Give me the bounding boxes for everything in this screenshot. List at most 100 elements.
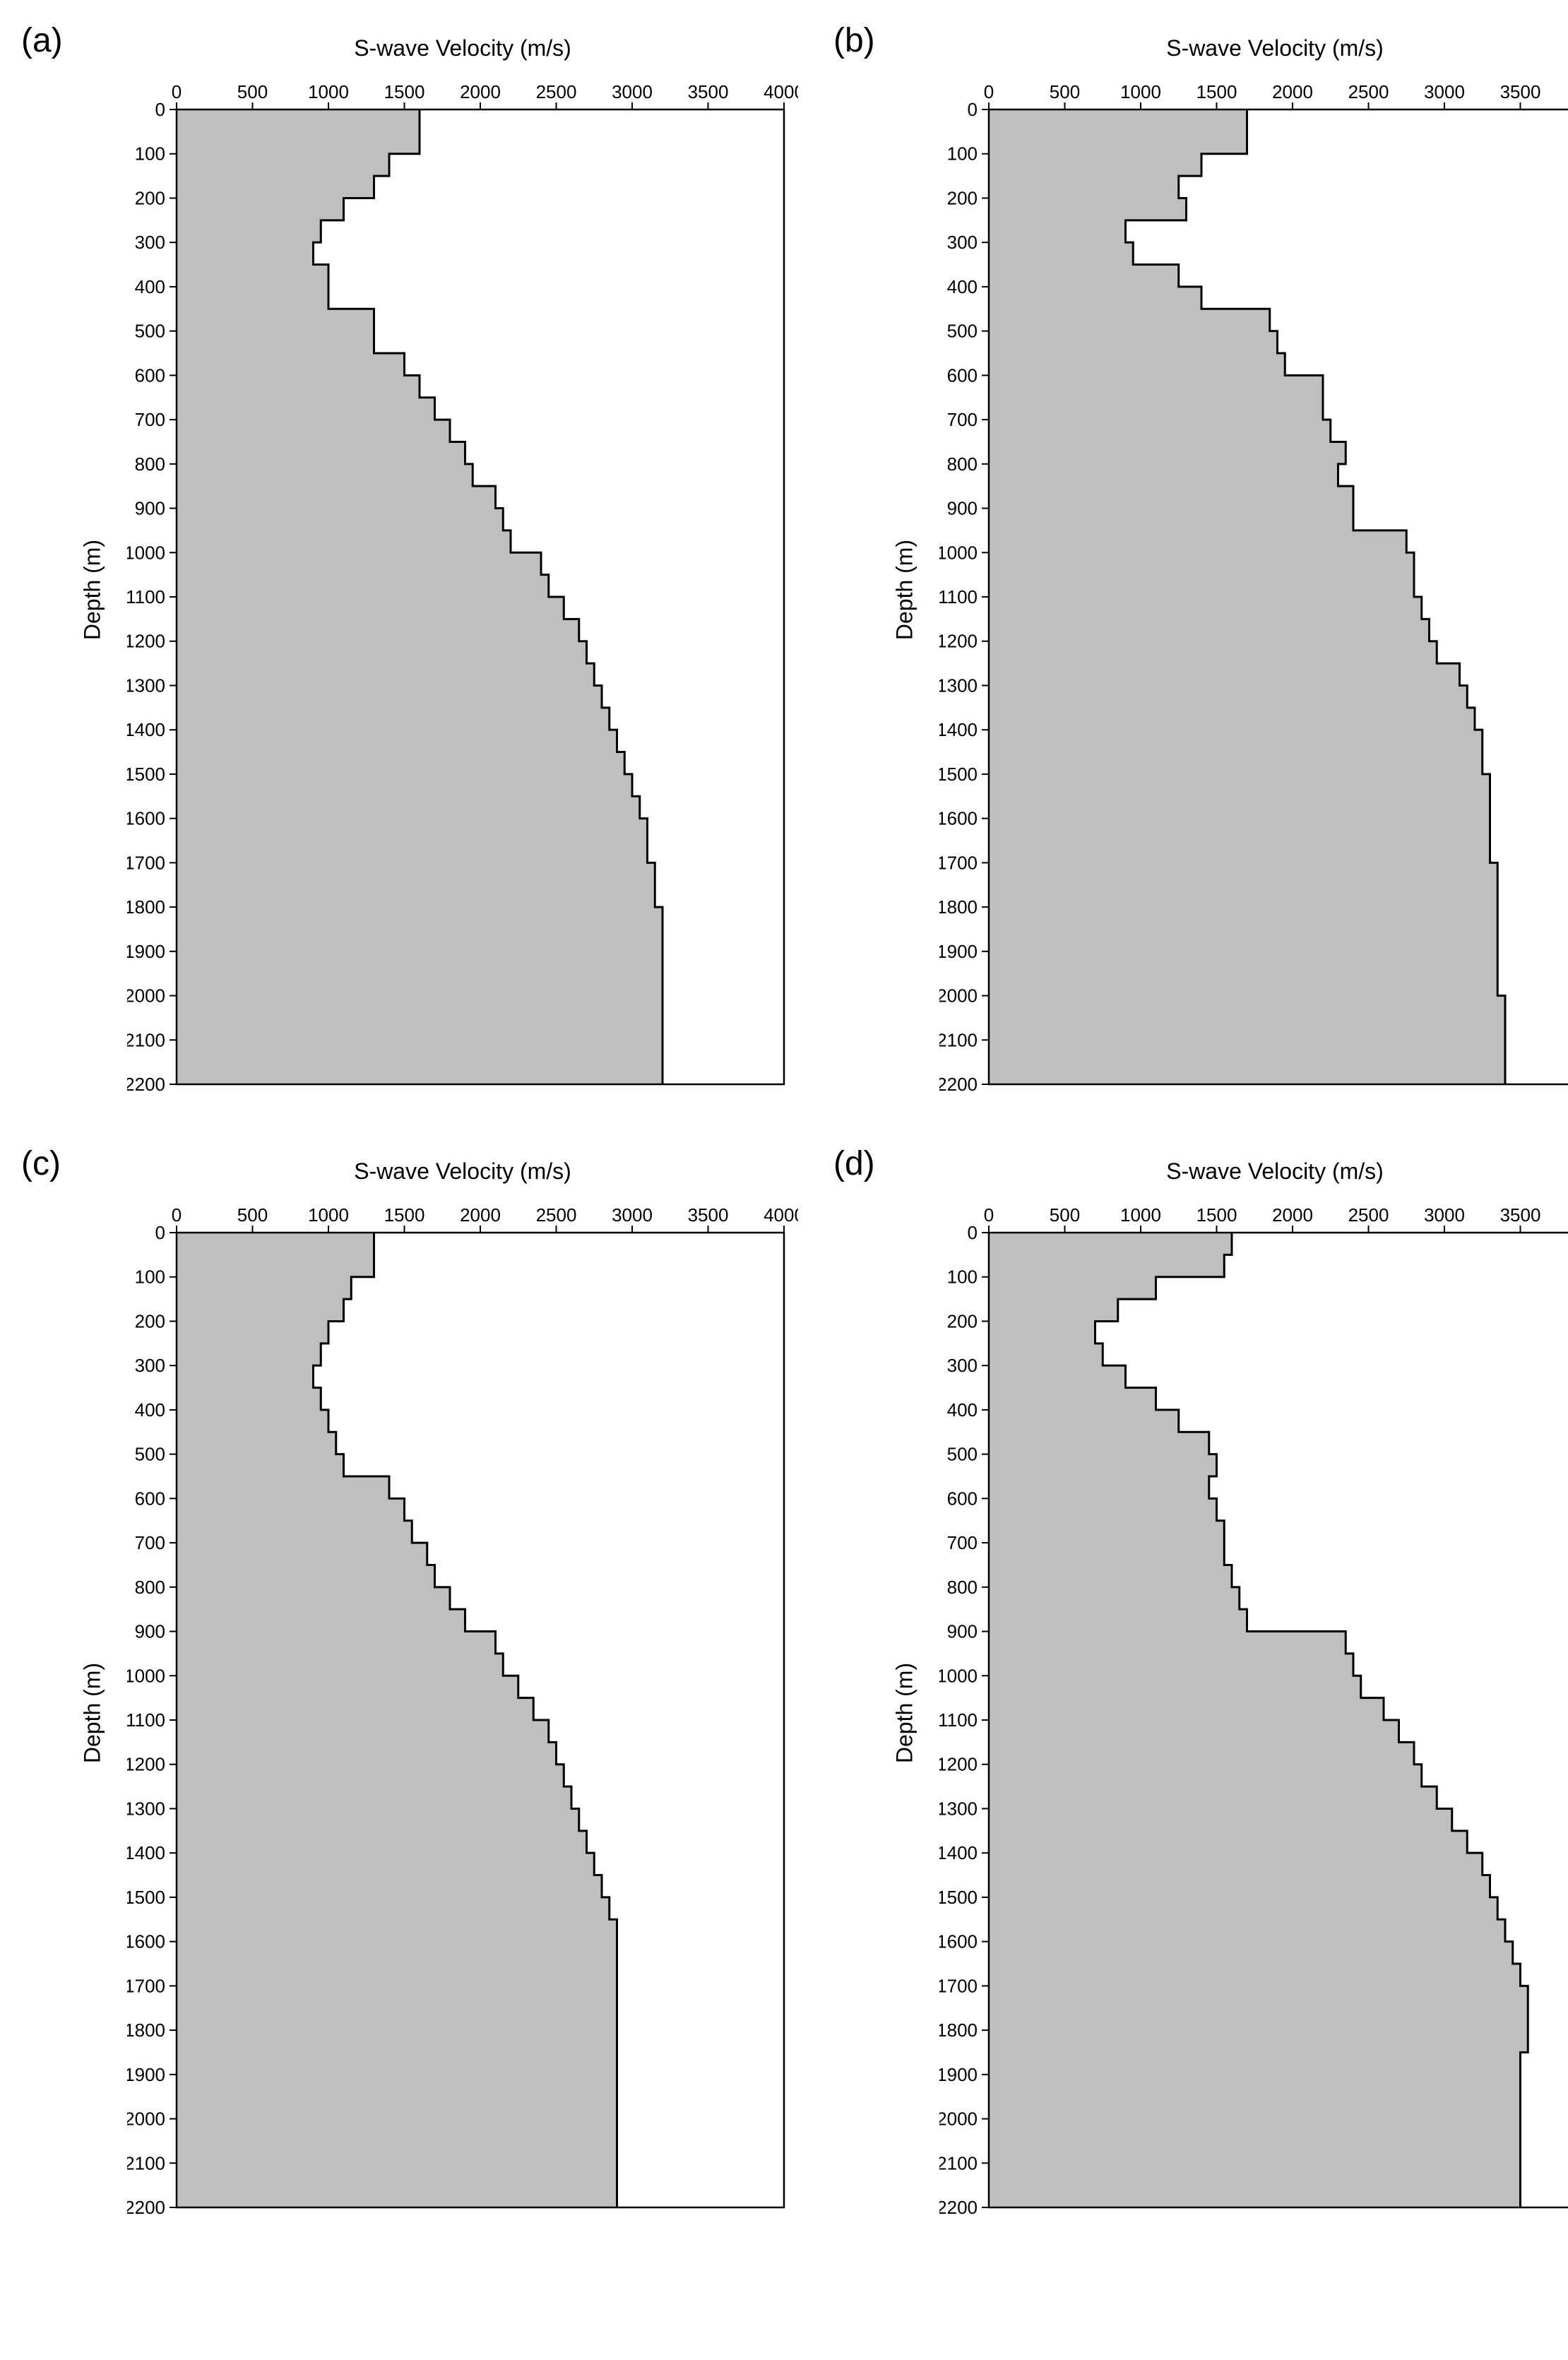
y-tick-label: 600 — [947, 1488, 978, 1509]
y-tick-label: 1100 — [127, 586, 165, 607]
panel-label: (b) — [833, 21, 875, 60]
x-tick-label: 2000 — [460, 85, 501, 102]
x-axis-title: S-wave Velocity (m/s) — [127, 1158, 798, 1185]
x-tick-label: 500 — [1050, 1208, 1080, 1226]
y-tick-label: 2100 — [127, 2152, 165, 2174]
y-tick-label: 1900 — [939, 2064, 978, 2085]
y-tick-label: 800 — [135, 1577, 165, 1598]
x-tick-label: 2000 — [1272, 1208, 1313, 1226]
y-tick-label: 1600 — [127, 1931, 165, 1952]
velocity-fill — [989, 1233, 1528, 2207]
y-axis-label: Depth (m) — [80, 1663, 106, 1763]
x-tick-label: 2500 — [1348, 85, 1389, 102]
y-tick-label: 1600 — [939, 1931, 978, 1952]
y-tick-label: 700 — [947, 1532, 978, 1553]
x-tick-label: 4000 — [764, 1208, 798, 1226]
x-tick-label: 1000 — [1120, 1208, 1161, 1226]
y-tick-label: 600 — [135, 364, 165, 386]
plot-area: S-wave Velocity (m/s)Depth (m)0500100015… — [939, 1208, 1568, 2218]
y-tick-label: 1300 — [939, 1798, 978, 1819]
x-tick-label: 1500 — [1196, 85, 1237, 102]
y-tick-label: 500 — [135, 321, 165, 342]
x-tick-label: 1500 — [384, 85, 425, 102]
y-tick-label: 300 — [135, 232, 165, 253]
y-tick-label: 1600 — [939, 808, 978, 829]
x-tick-label: 2500 — [536, 85, 577, 102]
y-tick-label: 2000 — [939, 2109, 978, 2130]
x-tick-label: 3500 — [1500, 1208, 1541, 1226]
y-tick-label: 700 — [135, 1532, 165, 1553]
y-tick-label: 1300 — [939, 675, 978, 696]
y-tick-label: 1300 — [127, 675, 165, 696]
x-axis-title: S-wave Velocity (m/s) — [939, 1158, 1568, 1185]
x-tick-label: 1000 — [308, 85, 349, 102]
y-tick-label: 0 — [155, 1222, 165, 1243]
y-tick-label: 500 — [135, 1444, 165, 1465]
y-tick-label: 1400 — [127, 719, 165, 740]
y-tick-label: 1900 — [127, 941, 165, 962]
x-tick-label: 3000 — [1424, 85, 1465, 102]
x-tick-label: 4000 — [764, 85, 798, 102]
y-tick-label: 1000 — [127, 542, 165, 563]
x-tick-label: 3500 — [688, 1208, 729, 1226]
y-tick-label: 900 — [135, 498, 165, 519]
y-tick-label: 1900 — [939, 941, 978, 962]
chart-svg: 0500100015002000250030003500400001002003… — [127, 85, 798, 1095]
y-tick-label: 1700 — [939, 1975, 978, 1996]
y-tick-label: 700 — [135, 409, 165, 430]
y-tick-label: 0 — [968, 1222, 978, 1243]
chart-svg: 0500100015002000250030003500400001002003… — [127, 1208, 798, 2218]
y-tick-label: 600 — [135, 1488, 165, 1509]
y-tick-label: 1400 — [939, 1842, 978, 1863]
y-axis-label: Depth (m) — [892, 1663, 918, 1763]
y-tick-label: 1200 — [939, 1754, 978, 1775]
x-tick-label: 1000 — [308, 1208, 349, 1226]
y-tick-label: 400 — [947, 276, 978, 297]
y-tick-label: 100 — [947, 143, 978, 165]
y-tick-label: 2100 — [939, 1029, 978, 1050]
y-tick-label: 1800 — [939, 2020, 978, 2041]
y-tick-label: 1900 — [127, 2064, 165, 2085]
y-tick-label: 1500 — [939, 764, 978, 785]
plot-area: S-wave Velocity (m/s)Depth (m)0500100015… — [127, 85, 798, 1095]
x-tick-label: 0 — [172, 85, 182, 102]
y-tick-label: 1000 — [939, 542, 978, 563]
y-tick-label: 800 — [947, 1577, 978, 1598]
y-tick-label: 1400 — [127, 1842, 165, 1863]
y-tick-label: 800 — [135, 453, 165, 475]
chart-svg: 0500100015002000250030003500400001002003… — [939, 1208, 1568, 2218]
panel-label: (a) — [21, 21, 63, 60]
plot-area: S-wave Velocity (m/s)Depth (m)0500100015… — [939, 85, 1568, 1095]
x-tick-label: 2500 — [1348, 1208, 1389, 1226]
x-axis-title: S-wave Velocity (m/s) — [939, 35, 1568, 61]
y-tick-label: 1100 — [939, 586, 978, 607]
y-tick-label: 700 — [947, 409, 978, 430]
x-tick-label: 2500 — [536, 1208, 577, 1226]
x-tick-label: 3500 — [688, 85, 729, 102]
y-tick-label: 100 — [135, 143, 165, 165]
panel-label: (c) — [21, 1144, 61, 1183]
x-tick-label: 3500 — [1500, 85, 1541, 102]
y-tick-label: 0 — [155, 99, 165, 120]
plot-area: S-wave Velocity (m/s)Depth (m)0500100015… — [127, 1208, 798, 2218]
y-tick-label: 1700 — [127, 852, 165, 873]
x-tick-label: 0 — [172, 1208, 182, 1226]
y-tick-label: 800 — [947, 453, 978, 475]
x-tick-label: 1500 — [384, 1208, 425, 1226]
y-tick-label: 300 — [947, 232, 978, 253]
y-tick-label: 2000 — [939, 985, 978, 1007]
x-tick-label: 3000 — [1424, 1208, 1465, 1226]
y-tick-label: 2000 — [127, 985, 165, 1007]
y-tick-label: 200 — [947, 1310, 978, 1332]
panel-b: (b)S-wave Velocity (m/s)Depth (m)0500100… — [841, 28, 1568, 1095]
y-tick-label: 1200 — [127, 631, 165, 652]
y-tick-label: 100 — [947, 1267, 978, 1288]
y-tick-label: 600 — [947, 364, 978, 386]
y-tick-label: 1400 — [939, 719, 978, 740]
x-tick-label: 500 — [237, 1208, 268, 1226]
y-tick-label: 1200 — [127, 1754, 165, 1775]
velocity-fill — [989, 109, 1505, 1084]
panel-a: (a)S-wave Velocity (m/s)Depth (m)0500100… — [28, 28, 798, 1095]
y-tick-label: 2000 — [127, 2109, 165, 2130]
panel-label: (d) — [833, 1144, 875, 1183]
